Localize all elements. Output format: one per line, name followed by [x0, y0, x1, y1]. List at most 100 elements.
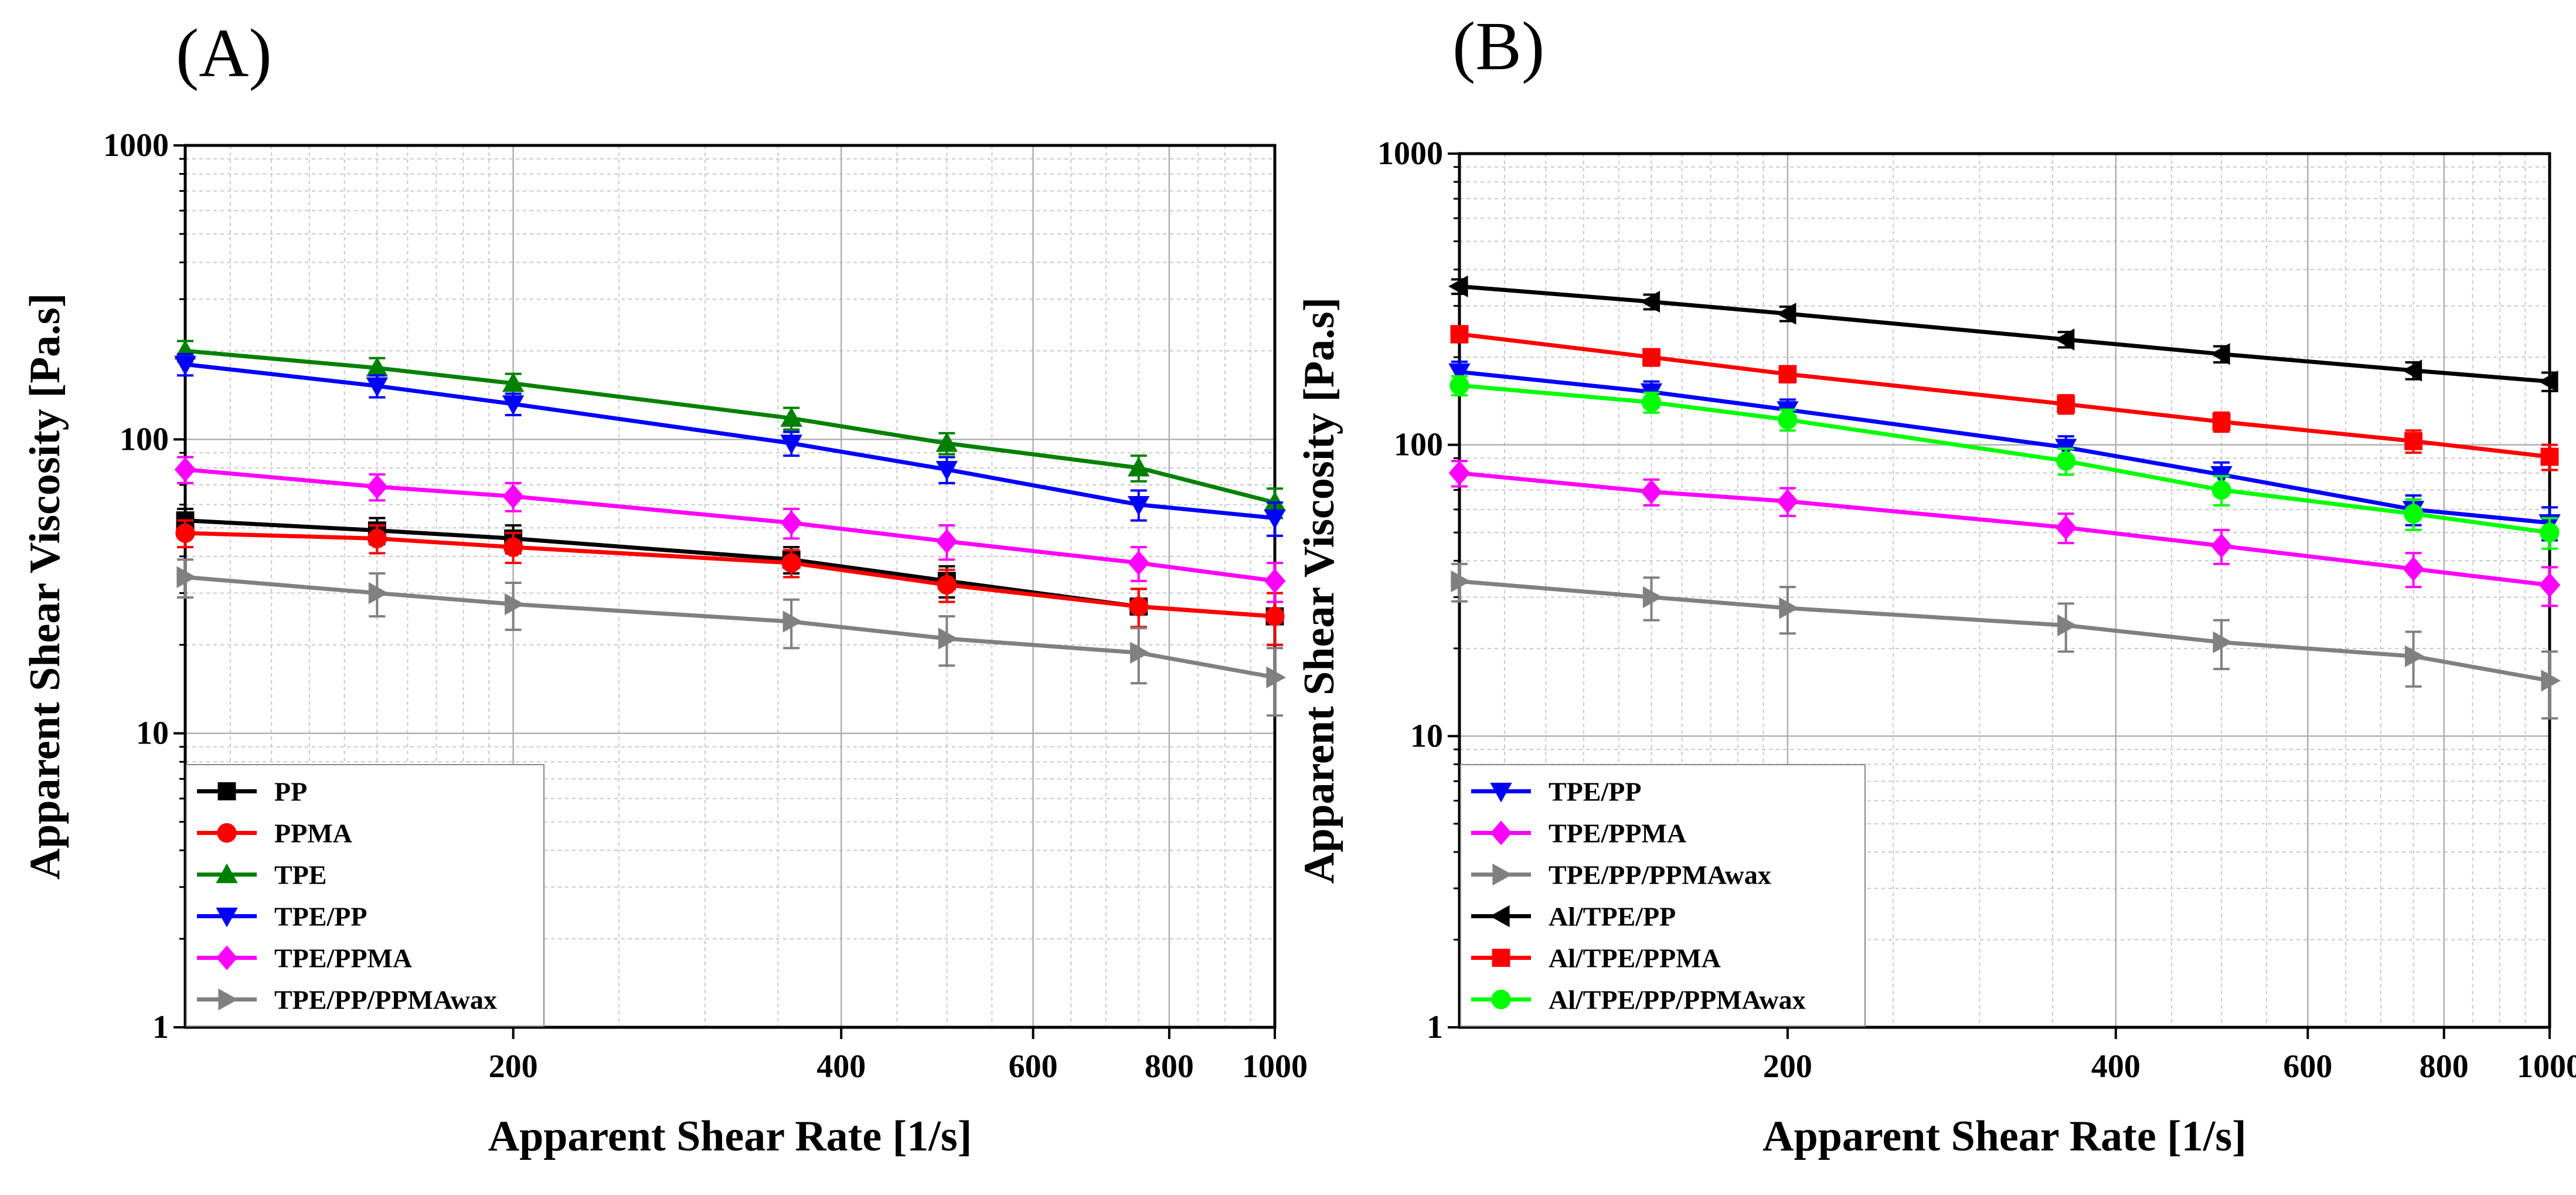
y-tick-label: 10: [1410, 718, 1443, 754]
legend-label: TPE: [274, 860, 326, 890]
y-ticks: [173, 144, 185, 1028]
legend-box: [1460, 764, 1866, 1027]
data-point: [938, 627, 958, 650]
series-tpe-ppma: [1448, 460, 2561, 607]
x-tick-label: 200: [1763, 1048, 1812, 1085]
x-tick-label: 800: [1145, 1048, 1194, 1085]
data-point: [1450, 325, 1469, 344]
legend: PP PPMA TPE TPE/PP TPE/PPMA TPE/PP/PPMAwax: [186, 764, 545, 1027]
data-point: [368, 582, 389, 605]
data-point: [781, 553, 801, 573]
data-point: [2540, 447, 2559, 466]
panel-b: (B) 200 400 600 800 1000 1 10 100 1000 Apparent Sh…: [1295, 8, 2576, 1160]
series-tpe-ppma: [174, 456, 1286, 603]
legend-label: PPMA: [274, 819, 352, 848]
data-point: [1128, 496, 1150, 516]
data-point: [1779, 597, 1799, 619]
legend-item: PP: [197, 777, 307, 807]
legend-label: TPE/PP: [1549, 777, 1641, 807]
data-point: [366, 377, 389, 398]
data-point: [502, 484, 524, 509]
data-point: [2210, 533, 2233, 559]
data-point: [1640, 290, 1660, 313]
data-point: [782, 610, 803, 633]
data-point: [1778, 365, 1797, 383]
data-point: [1642, 348, 1660, 366]
legend-box: [186, 764, 545, 1027]
data-point: [935, 432, 958, 452]
data-point: [1448, 275, 1468, 298]
legend-marker: [1490, 820, 1512, 846]
data-point: [502, 372, 525, 392]
x-tick-label: 400: [816, 1048, 866, 1085]
data-point: [1264, 568, 1286, 593]
y-tick-label: 10: [136, 715, 169, 752]
legend-marker: [1492, 863, 1513, 886]
legend-marker: [216, 945, 238, 970]
legend-item: TPE/PP/PPMAwax: [197, 985, 497, 1015]
series-al-tpe-pp-ppmawax: [1449, 375, 2560, 550]
data-point: [2211, 480, 2231, 500]
data-point: [1448, 460, 1471, 486]
x-axis-title: Apparent Shear Rate [1/s]: [1762, 1112, 2247, 1160]
panel-label: (A): [176, 15, 272, 91]
legend-label: Al/TPE/PP: [1549, 902, 1676, 932]
legend-item: TPE/PP/PPMAwax: [1471, 860, 1771, 890]
data-point: [1264, 509, 1286, 529]
legend-label: PP: [274, 777, 307, 807]
data-point: [2403, 504, 2424, 524]
legend-item: Al/TPE/PPMA: [1471, 943, 1721, 973]
panel-a: (A) 200 400 600 800 1000 1 10 100 1000 Apparent Sh…: [21, 15, 1308, 1160]
legend-label: Al/TPE/PP/PPMAwax: [1549, 985, 1806, 1015]
data-point: [2056, 451, 2076, 471]
data-point: [2212, 412, 2231, 431]
legend-item: Al/TPE/PP/PPMAwax: [1471, 985, 1806, 1015]
data-point: [503, 537, 523, 557]
x-ticks: [512, 1027, 1276, 1039]
data-point: [1449, 375, 1469, 395]
data-point: [1642, 586, 1663, 609]
legend-label: TPE/PP/PPMAwax: [1549, 860, 1771, 890]
legend-item: TPE: [197, 860, 326, 890]
data-point: [780, 434, 802, 455]
series-al-tpe-ppma: [1450, 325, 2559, 471]
data-point: [1448, 363, 1471, 383]
data-point: [1129, 596, 1149, 617]
data-point: [2057, 614, 2077, 637]
legend-item: PPMA: [197, 819, 352, 848]
legend-label: TPE/PPMA: [1549, 819, 1686, 848]
data-point: [2404, 432, 2423, 450]
data-point: [2541, 670, 2561, 692]
legend-label: TPE/PP: [274, 902, 367, 932]
data-point: [2538, 572, 2561, 598]
data-point: [1128, 456, 1150, 477]
legend-label: Al/TPE/PPMA: [1549, 943, 1721, 973]
legend-marker: [1489, 905, 1510, 928]
data-point: [502, 395, 525, 415]
data-point: [176, 566, 197, 588]
x-tick-label: 200: [489, 1048, 538, 1085]
legend-label: TPE/PP/PPMAwax: [274, 985, 497, 1015]
series-tpe-pp-ppmawax: [176, 558, 1287, 717]
data-point: [2054, 328, 2075, 351]
data-point: [1641, 392, 1662, 412]
data-point: [1776, 303, 1796, 325]
series-tpe-pp: [174, 352, 1286, 537]
data-point: [2405, 645, 2425, 667]
y-tick-label: 1000: [1377, 135, 1443, 172]
y-tick-label: 100: [120, 421, 169, 457]
x-tick-label: 400: [2091, 1048, 2141, 1085]
data-point: [936, 529, 958, 554]
data-point: [1265, 606, 1285, 626]
panel-label: (B): [1452, 8, 1544, 84]
legend-marker: [1492, 949, 1510, 967]
legend-item: Al/TPE/PP: [1471, 902, 1676, 932]
data-point: [1266, 666, 1287, 688]
data-point: [780, 407, 802, 427]
y-tick-label: 1000: [103, 127, 169, 164]
data-point: [1451, 570, 1471, 593]
data-point: [2213, 631, 2233, 653]
legend-marker: [1491, 989, 1511, 1010]
data-point: [1777, 488, 1799, 514]
